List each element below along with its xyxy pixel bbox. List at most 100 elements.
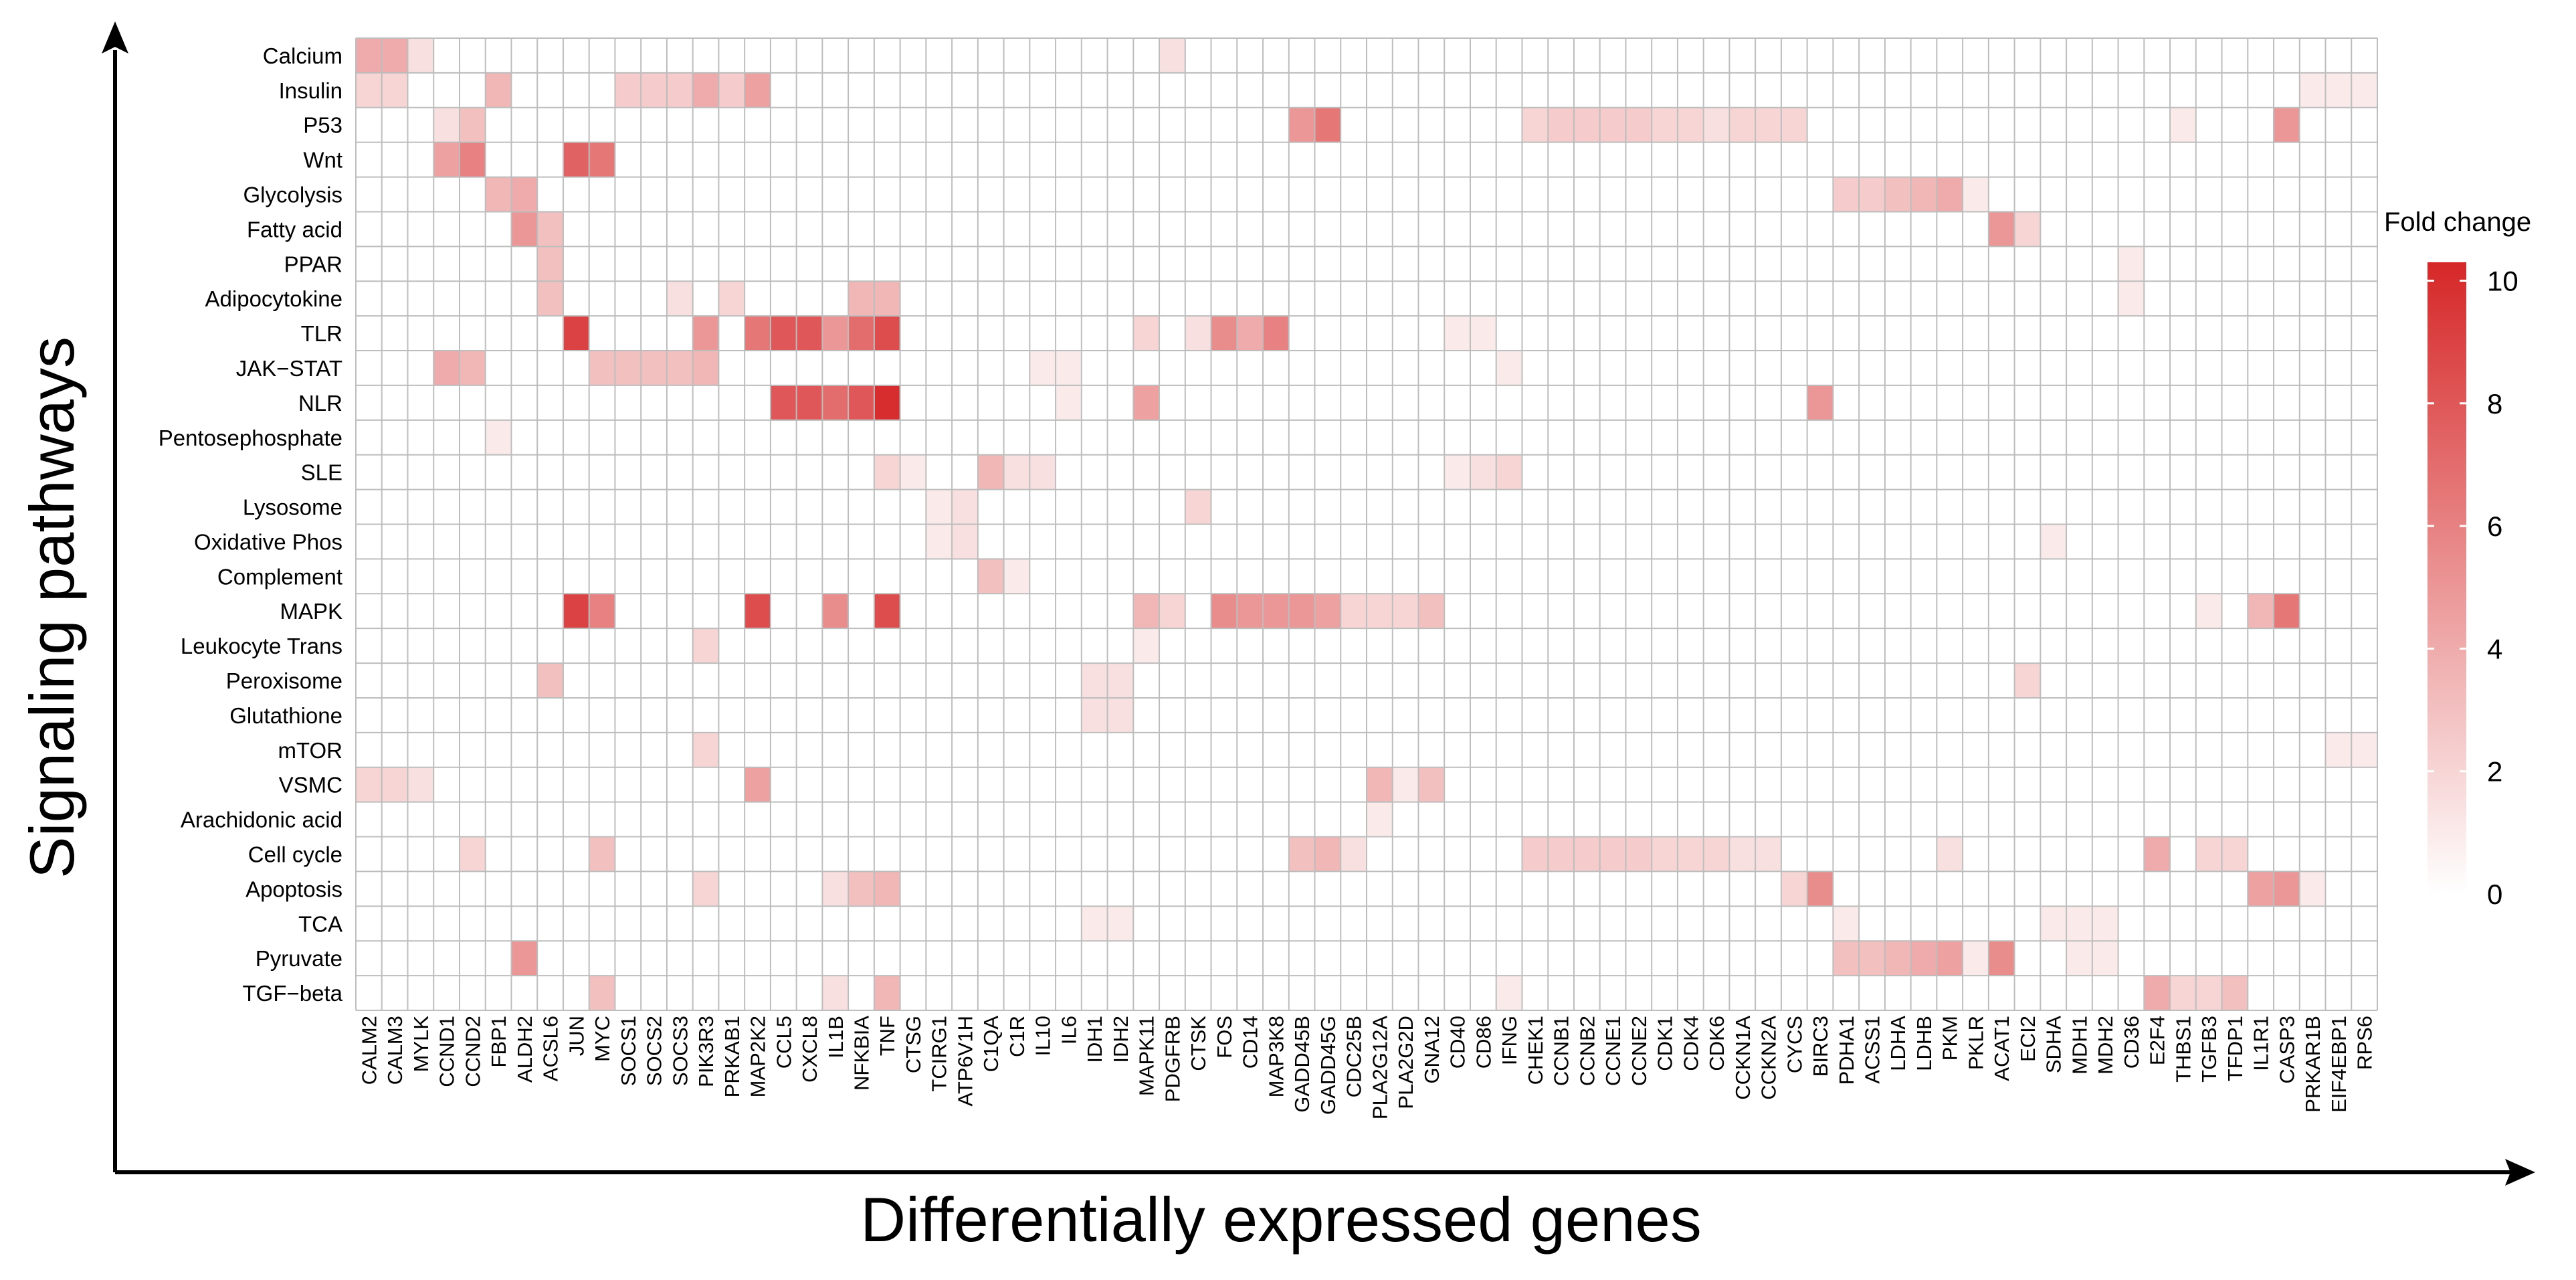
heatmap-cell-peroxisome-ctsk [1185, 663, 1211, 699]
heatmap-cell-fatty-acid-cdk1 [1652, 211, 1678, 247]
heatmap-cell-fatty-acid-map3k8 [1263, 211, 1290, 247]
heatmap-cell-mapk-cd86 [1470, 593, 1497, 629]
heatmap-cell-arachidonic-acid-ccne1 [1599, 802, 1626, 837]
heatmap-cell-mtor-birc3 [1807, 732, 1834, 768]
heatmap-cell-mtor-gadd45g [1314, 732, 1341, 768]
heatmap-cell-sle-cd86 [1470, 454, 1497, 490]
heatmap-cell-pyruvate-tgfb3 [2195, 941, 2222, 976]
heatmap-cell-tlr-prkar1b [2299, 316, 2326, 351]
heatmap-cell-cell-cycle-pla2g2d [1392, 836, 1419, 872]
heatmap-cell-peroxisome-tfdp1 [2221, 663, 2248, 699]
pathway-label-mapk: MAPK [280, 599, 342, 624]
heatmap-cell-glycolysis-cdc25b [1341, 177, 1367, 212]
gene-label-acsl6: ACSL6 [539, 1016, 563, 1081]
heatmap-cell-apoptosis-cdk6 [1703, 871, 1730, 907]
gene-label-cckn1a: CCKN1A [1731, 1016, 1755, 1100]
heatmap-cell-mtor-pdgfrb [1159, 732, 1186, 768]
heatmap-cell-leukocyte-trans-acss1 [1859, 628, 1886, 664]
heatmap-cell-jak-stat-myc [589, 351, 615, 386]
heatmap-cell-ppar-prkar1b [2299, 246, 2326, 282]
heatmap-cell-oxidative-phos-acsl6 [537, 524, 564, 559]
heatmap-cell-cell-cycle-pik3r3 [692, 836, 719, 872]
heatmap-cell-ppar-ccnb2 [1573, 246, 1601, 282]
heatmap-cell-pentosephosphate-eci2 [2014, 420, 2041, 456]
heatmap-cell-arachidonic-acid-thbs1 [2170, 802, 2197, 837]
heatmap-cell-glutathione-cd40 [1444, 697, 1471, 733]
heatmap-cell-complement-idh2 [1107, 559, 1134, 594]
heatmap-cell-ppar-e2f4 [2144, 246, 2171, 282]
gene-label-map3k8: MAP3K8 [1264, 1016, 1288, 1097]
heatmap-cell-tlr-birc3 [1807, 316, 1834, 351]
heatmap-cell-pentosephosphate-ctsk [1185, 420, 1211, 456]
heatmap-cell-calcium-socs3 [666, 38, 694, 74]
heatmap-cell-p53-cckn2a [1755, 107, 1782, 143]
heatmap-cell-pentosephosphate-fos [1211, 420, 1237, 456]
heatmap-cell-sle-socs2 [641, 454, 668, 490]
heatmap-cell-tgf-beta-eif4ebp1 [2325, 976, 2352, 1011]
heatmap-cell-nlr-pla2g12a [1367, 385, 1393, 421]
heatmap-cell-lysosome-nfkbia [848, 489, 875, 525]
heatmap-cell-glycolysis-cxcl8 [796, 177, 823, 212]
heatmap-cell-glutathione-acat1 [1988, 697, 2015, 733]
heatmap-cell-pyruvate-cdc25b [1341, 941, 1367, 976]
heatmap-cell-fatty-acid-cckn1a [1729, 211, 1756, 247]
heatmap-cell-wnt-ccnd1 [433, 142, 460, 177]
heatmap-cell-sle-mdh2 [2092, 454, 2118, 490]
heatmap-cell-wnt-gna12 [1418, 142, 1445, 177]
heatmap-cell-arachidonic-acid-ctsk [1185, 802, 1211, 837]
heatmap-cell-sle-mapk11 [1133, 454, 1160, 490]
heatmap-cell-nlr-ccnb1 [1548, 385, 1575, 421]
heatmap-cell-calcium-ctsk [1185, 38, 1211, 74]
heatmap-cell-oxidative-phos-eif4ebp1 [2325, 524, 2352, 559]
heatmap-cell-pyruvate-cd14 [1237, 941, 1264, 976]
heatmap-cell-oxidative-phos-tcirg1 [926, 524, 953, 559]
heatmap-cell-vsmc-cd14 [1237, 767, 1264, 803]
heatmap-cell-sle-cdk1 [1652, 454, 1678, 490]
heatmap-cell-fatty-acid-mdh1 [2066, 211, 2093, 247]
heatmap-cell-complement-cd14 [1237, 559, 1264, 594]
heatmap-cell-tlr-c1r [1003, 316, 1030, 351]
heatmap-cell-tlr-fbp1 [485, 316, 512, 351]
heatmap-cell-tca-cd86 [1470, 906, 1497, 941]
heatmap-cell-glutathione-cxcl8 [796, 697, 823, 733]
heatmap-cell-lysosome-aldh2 [511, 489, 538, 525]
heatmap-cell-apoptosis-cxcl8 [796, 871, 823, 907]
heatmap-cell-pyruvate-acat1 [1988, 941, 2015, 976]
heatmap-cell-apoptosis-ccnd1 [433, 871, 460, 907]
heatmap-cell-peroxisome-ccnd1 [433, 663, 460, 699]
heatmap-cell-glycolysis-idh2 [1107, 177, 1134, 212]
heatmap-cell-pentosephosphate-pdha1 [1833, 420, 1860, 456]
heatmap-cell-mtor-acat1 [1988, 732, 2015, 768]
heatmap-cell-jak-stat-ctsk [1185, 351, 1211, 386]
heatmap-cell-pentosephosphate-ccne1 [1599, 420, 1626, 456]
heatmap-cell-glutathione-jun [563, 697, 590, 733]
heatmap-cell-arachidonic-acid-il6 [1056, 802, 1082, 837]
heatmap-cell-complement-tcirg1 [926, 559, 953, 594]
heatmap-cell-pentosephosphate-socs1 [615, 420, 641, 456]
heatmap-cell-fatty-acid-il1r1 [2248, 211, 2274, 247]
heatmap-cell-tgf-beta-nfkbia [848, 976, 875, 1011]
heatmap-cell-apoptosis-pik3r3 [692, 871, 719, 907]
heatmap-cell-pentosephosphate-cdk6 [1703, 420, 1730, 456]
heatmap-cell-mtor-il10 [1029, 732, 1056, 768]
heatmap-cell-tca-ldha [1884, 906, 1912, 941]
heatmap-cell-tlr-cdk4 [1677, 316, 1704, 351]
heatmap-cell-arachidonic-acid-eci2 [2014, 802, 2041, 837]
heatmap-cell-apoptosis-tfdp1 [2221, 871, 2248, 907]
heatmap-cell-pentosephosphate-ccnb1 [1548, 420, 1575, 456]
gene-label-ldhb: LDHB [1912, 1016, 1936, 1071]
heatmap-cell-mapk-cdk4 [1677, 593, 1704, 629]
heatmap-cell-apoptosis-map3k8 [1263, 871, 1290, 907]
heatmap-cell-glycolysis-cdk1 [1652, 177, 1678, 212]
heatmap-cell-ppar-acss1 [1859, 246, 1886, 282]
heatmap-cell-fatty-acid-pkm [1937, 211, 1963, 247]
heatmap-cell-sle-fbp1 [485, 454, 512, 490]
heatmap-cell-nlr-chek1 [1522, 385, 1549, 421]
heatmap-cell-tlr-aldh2 [511, 316, 538, 351]
heatmap-cell-arachidonic-acid-il10 [1029, 802, 1056, 837]
heatmap-cell-fatty-acid-pdha1 [1833, 211, 1860, 247]
heatmap-cell-wnt-nfkbia [848, 142, 875, 177]
heatmap-cell-apoptosis-atp6v1h [952, 871, 979, 907]
heatmap-cell-insulin-pla2g2d [1392, 72, 1419, 108]
gene-label-birc3: BIRC3 [1809, 1016, 1832, 1077]
